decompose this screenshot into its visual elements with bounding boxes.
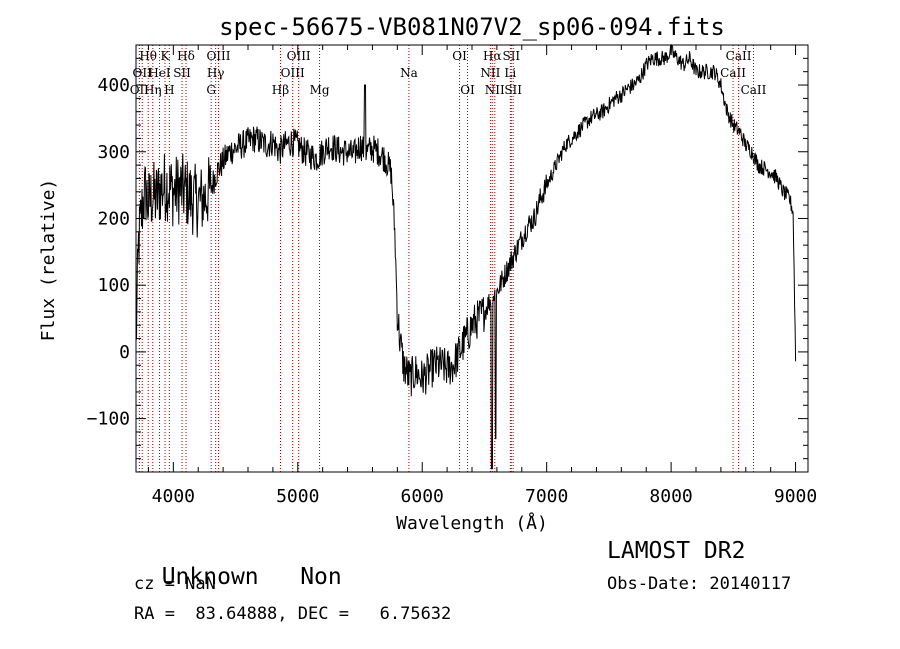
- line-marker-label-24: SII: [504, 83, 522, 97]
- line-marker-label-10: Hγ: [207, 66, 225, 80]
- line-marker-label-3: Hη: [144, 83, 162, 97]
- line-marker-label-25: CaII: [720, 66, 746, 80]
- x-tick-label-2: 6000: [401, 486, 444, 507]
- line-marker-label-21: NII: [485, 83, 505, 97]
- y-axis-label: Flux (relative): [38, 179, 59, 342]
- line-marker-label-27: CaII: [741, 83, 767, 97]
- line-marker-label-6: H: [164, 83, 174, 97]
- line-marker-label-12: Hβ: [272, 83, 289, 97]
- spectral-class: Unknown Non: [134, 538, 342, 590]
- class-label: Unknown: [161, 564, 259, 590]
- line-marker-label-22: Li: [504, 66, 516, 80]
- line-marker-label-9: G: [206, 83, 216, 97]
- y-tick-label-3: 200: [97, 208, 130, 229]
- y-tick-label-1: 0: [119, 342, 130, 363]
- obs-date-label: Obs-Date: 20140117: [607, 574, 792, 594]
- line-marker-label-17: OI: [452, 49, 467, 63]
- line-marker-label-14: OIII: [287, 49, 311, 63]
- x-tick-label-4: 8000: [649, 486, 692, 507]
- line-marker-label-20: Hα: [483, 49, 502, 63]
- plot-area: OII OII Hθ Hη HeI K H SII Hδ G Hγ OIII Hβ OIII OIII Mg N…: [87, 43, 817, 507]
- line-marker-label-16: Na: [400, 66, 418, 80]
- line-marker-label-2: Hθ: [139, 49, 157, 63]
- y-tick-label-4: 300: [97, 142, 130, 163]
- spectrum-line: [135, 43, 797, 470]
- x-axis-label: Wavelength (Å): [396, 512, 548, 534]
- line-marker-label-26: CaII: [726, 49, 752, 63]
- x-tick-label-0: 4000: [152, 486, 195, 507]
- subclass-label: Non: [300, 564, 342, 590]
- line-marker-label-18: OI: [460, 83, 475, 97]
- line-marker-label-8: Hδ: [177, 49, 195, 63]
- y-tick-label-0: −100: [87, 409, 130, 430]
- y-tick-label-2: 100: [97, 275, 130, 296]
- line-marker-label-7: SII: [173, 66, 191, 80]
- line-marker-label-4: HeI: [148, 66, 171, 80]
- y-tick-label-5: 400: [97, 75, 130, 96]
- x-tick-label-3: 7000: [525, 486, 568, 507]
- line-marker-label-13: OIII: [281, 66, 305, 80]
- chart-title: spec-56675-VB081N07V2_sp06-094.fits: [219, 13, 725, 41]
- line-marker-label-5: K: [161, 49, 171, 63]
- plot-frame: [135, 44, 809, 473]
- line-marker-label-15: Mg: [310, 83, 330, 97]
- line-marker-label-23: SII: [502, 49, 520, 63]
- line-marker-label-1: OII: [133, 66, 153, 80]
- line-marker-label-11: OIII: [206, 49, 230, 63]
- coordinates-label: RA = 83.64888, DEC = 6.75632: [134, 604, 452, 624]
- x-tick-label-1: 5000: [276, 486, 319, 507]
- redshift-label: cz = NaN: [134, 574, 216, 594]
- survey-label: LAMOST DR2: [607, 538, 746, 564]
- x-tick-label-5: 9000: [774, 486, 817, 507]
- line-marker-label-0: OII: [130, 83, 150, 97]
- line-marker-label-19: NII: [480, 66, 500, 80]
